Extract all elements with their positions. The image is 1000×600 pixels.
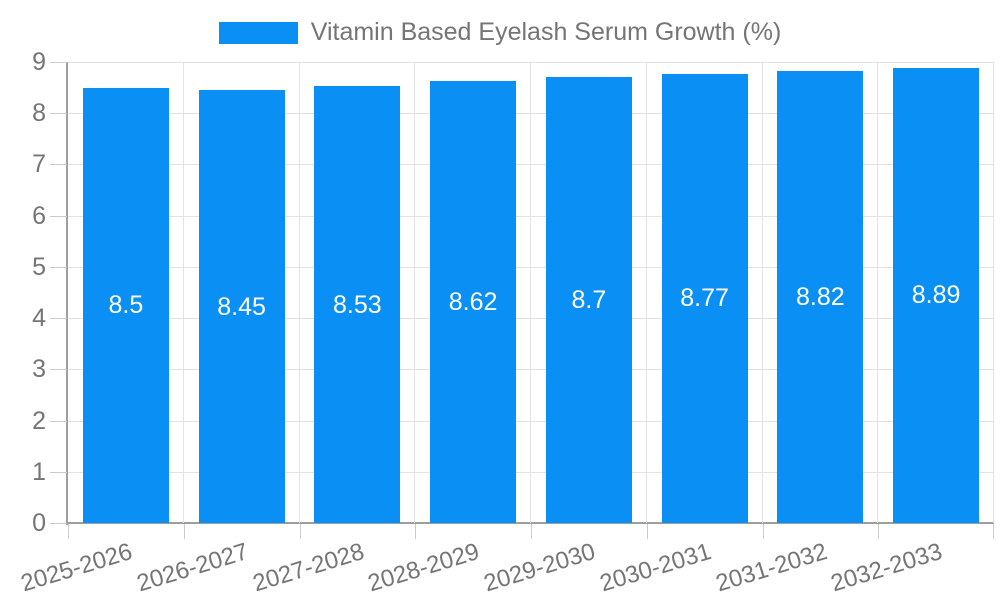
- x-axis-line: [66, 522, 994, 524]
- y-tick-mark: [50, 420, 67, 422]
- x-axis-tick-label: 2030-2031: [596, 538, 715, 598]
- h-gridline: [68, 113, 994, 115]
- y-axis-tick-label: 0: [32, 509, 46, 537]
- y-axis-tick-label: 9: [32, 48, 46, 76]
- legend-series-label: Vitamin Based Eyelash Serum Growth (%): [310, 18, 782, 46]
- bar-value-label: 8.82: [796, 283, 845, 312]
- chart-legend: Vitamin Based Eyelash Serum Growth (%): [0, 19, 1000, 46]
- x-axis-tick-label: 2027-2028: [249, 538, 367, 598]
- v-gridline: [530, 62, 531, 523]
- x-tick-mark: [646, 524, 648, 539]
- x-axis-tick-label: 2032-2033: [828, 538, 946, 598]
- y-axis-tick-label: 2: [32, 406, 46, 435]
- y-tick-mark: [50, 113, 67, 115]
- x-axis-tick-label: 2028-2029: [365, 538, 483, 598]
- bar: 8.62: [430, 81, 517, 523]
- x-tick-mark: [531, 524, 532, 539]
- h-gridline: [68, 266, 994, 268]
- bar: 8.53: [314, 86, 401, 523]
- v-gridline: [645, 62, 647, 523]
- x-axis-tick-label: 2031-2032: [712, 538, 830, 598]
- bar-value-label: 8.53: [333, 290, 382, 319]
- bar: 8.5: [82, 87, 169, 523]
- y-axis-tick-label: 5: [32, 252, 46, 281]
- x-tick-mark: [68, 524, 69, 539]
- y-axis-tick-label: 3: [32, 355, 46, 384]
- h-gridline: [68, 62, 994, 63]
- y-tick-mark: [50, 523, 67, 524]
- plot-area: 8.5 8.45 8.53 8.62 8.7 8.77 8.82 8.89: [68, 62, 994, 523]
- bar-value-label: 8.45: [217, 292, 266, 321]
- v-gridline: [414, 62, 416, 523]
- h-gridline: [68, 471, 994, 473]
- bar: 8.7: [545, 77, 632, 523]
- bar-value-label: 8.77: [680, 284, 729, 313]
- y-tick-mark: [50, 471, 67, 473]
- y-tick-mark: [50, 62, 67, 63]
- x-tick-mark: [878, 524, 880, 539]
- h-gridline: [68, 215, 994, 217]
- x-tick-mark: [183, 524, 185, 539]
- y-axis-tick-label: 6: [32, 201, 46, 230]
- v-gridline: [761, 62, 763, 523]
- y-axis-tick-label: 1: [32, 457, 46, 486]
- y-tick-mark: [50, 318, 67, 320]
- legend-color-swatch: [218, 21, 298, 44]
- y-axis-tick-label: 7: [32, 150, 46, 179]
- y-axis-line: [66, 62, 68, 525]
- h-gridline: [68, 420, 994, 422]
- bar: 8.45: [198, 90, 285, 523]
- v-gridline: [298, 62, 300, 523]
- v-gridline: [877, 62, 879, 523]
- x-axis-tick-label: 2029-2030: [480, 538, 599, 598]
- h-gridline: [68, 318, 994, 320]
- x-axis-tick-label: 2025-2026: [17, 538, 136, 598]
- y-tick-mark: [50, 164, 67, 166]
- bar-value-label: 8.7: [571, 286, 607, 315]
- bar-value-label: 8.5: [108, 291, 144, 320]
- bar: 8.89: [893, 67, 980, 523]
- x-tick-mark: [415, 524, 417, 539]
- x-tick-mark: [993, 524, 994, 539]
- y-axis-tick-label: 4: [32, 304, 46, 333]
- bar: 8.82: [777, 71, 864, 523]
- v-gridline: [993, 62, 994, 523]
- h-gridline: [68, 369, 994, 371]
- y-tick-mark: [50, 266, 67, 268]
- bar: 8.77: [661, 73, 748, 523]
- bar-value-label: 8.62: [448, 288, 498, 317]
- v-gridline: [182, 62, 184, 523]
- y-tick-mark: [50, 369, 67, 371]
- y-axis-tick-label: 8: [32, 99, 46, 128]
- y-tick-mark: [50, 215, 67, 217]
- x-tick-mark: [299, 524, 301, 539]
- x-axis-tick-label: 2026-2027: [133, 538, 252, 598]
- h-gridline: [68, 164, 994, 166]
- x-tick-mark: [762, 524, 764, 539]
- bar-value-label: 8.89: [911, 281, 961, 310]
